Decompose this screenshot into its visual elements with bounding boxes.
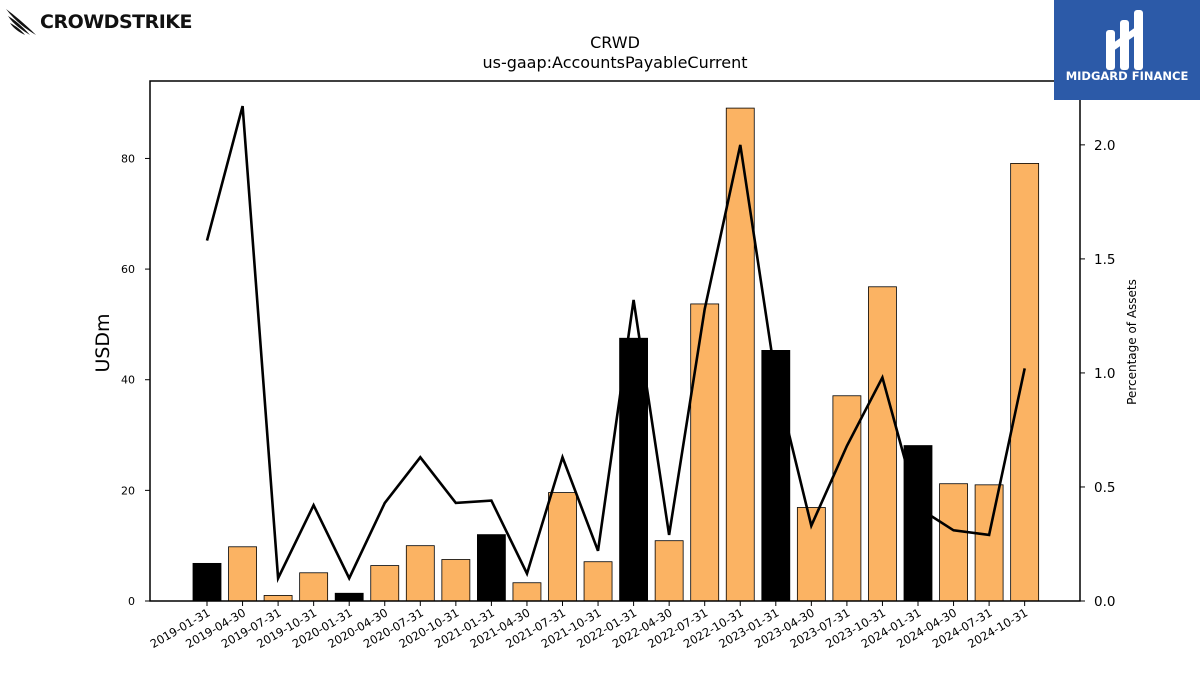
bar-2024-04-30: [939, 483, 968, 602]
bar-2019-04-30: [228, 546, 257, 602]
chart-title: CRWD: [590, 33, 640, 52]
y2-tick-label-2.0: 2.0: [1094, 138, 1115, 154]
midgard-finance-wordmark: MIDGARD FINANCE: [1065, 69, 1189, 83]
bar-2021-01-31: [476, 534, 506, 602]
y-tick-label-60: 60: [121, 263, 135, 276]
bar-2021-10-31: [583, 561, 613, 602]
bar-2022-07-31: [690, 303, 720, 602]
midgard-m-icon: [1054, 0, 1200, 100]
bar-2019-01-31: [192, 562, 222, 602]
crowdstrike-wordmark: CROWDSTRIKE: [40, 11, 193, 33]
bar-2021-04-30: [512, 582, 542, 602]
y-tick-label-20: 20: [121, 484, 135, 497]
bar-2019-10-31: [299, 572, 329, 602]
crowdstrike-logo: CROWDSTRIKE: [4, 4, 193, 40]
percentage-of-assets-line: [205, 105, 1026, 584]
bar-2024-10-31: [1010, 163, 1040, 602]
bar-2024-07-31: [974, 484, 1004, 602]
y2-tick-label-0.5: 0.5: [1094, 480, 1115, 496]
bar-2019-07-31: [263, 595, 293, 602]
y-tick-label-80: 80: [121, 152, 135, 165]
bar-2020-07-31: [405, 545, 435, 602]
bar-2022-04-30: [654, 540, 684, 602]
bar-2021-07-31: [548, 492, 577, 602]
y-tick-label-40: 40: [121, 374, 135, 387]
falcon-icon: [6, 9, 36, 35]
bar-2023-01-31: [761, 350, 791, 602]
y2-tick-label-0.0: 0.0: [1094, 594, 1115, 610]
bar-2020-04-30: [370, 565, 400, 602]
y2-axis-label: Percentage of Assets: [1125, 279, 1139, 405]
bar-2023-10-31: [868, 286, 897, 602]
y2-tick-label-1.5: 1.5: [1094, 252, 1115, 268]
bar-2020-01-31: [334, 592, 364, 602]
bar-2022-01-31: [619, 337, 648, 602]
chart-subtitle: us-gaap:AccountsPayableCurrent: [482, 53, 747, 72]
bar-2020-10-31: [441, 559, 471, 602]
y-axis-label: USDm: [92, 313, 114, 372]
y2-tick-label-1.0: 1.0: [1094, 366, 1115, 382]
midgard-finance-logo: MIDGARD FINANCE: [1054, 0, 1200, 100]
bar-2022-10-31: [725, 107, 755, 602]
y-tick-label-0: 0: [128, 595, 135, 608]
plot-frame: [149, 80, 1081, 602]
